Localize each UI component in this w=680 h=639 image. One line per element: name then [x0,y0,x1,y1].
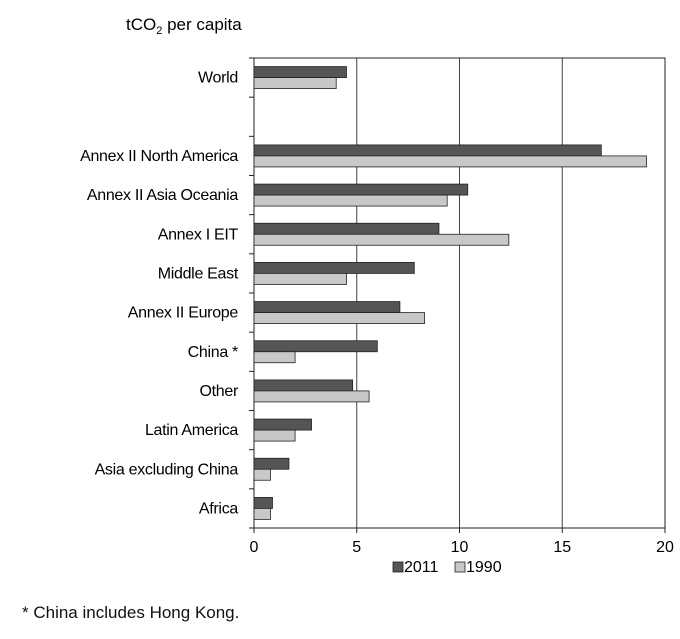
bar-1990-china- [253,351,296,364]
legend-label-1990: 1990 [466,559,502,576]
chart: tCO2 per capita World Annex II North Amer… [80,15,674,576]
chart-title-rest: per capita [162,15,242,34]
x-tick-label: 15 [553,539,571,556]
bar-2011-annex-i-eit [253,222,440,235]
bar-1990-latin-america [253,429,296,442]
bar-2011-latin-america [253,418,312,431]
bar-2011-annex-ii-europe [253,301,401,313]
bar-2011-world [253,66,347,78]
category-label: Annex II Asia Oceania [87,187,239,204]
category-label: Middle East [158,265,239,282]
category-label: Africa [199,500,239,517]
chart-title-main: tCO [126,15,156,34]
category-label: Other [199,383,238,400]
bar-2011-china- [253,340,378,353]
category-label: Asia excluding China [95,461,239,478]
category-label: Annex II Europe [128,305,239,322]
bar-1990-annex-i-eit [253,233,510,246]
legend-swatch-1990 [454,561,466,573]
bar-2011-asia-excluding-china [253,457,290,470]
bar-1990-annex-ii-europe [253,312,425,324]
chart-title-subscript: 2 [156,25,162,37]
bar-2011-africa [253,497,273,509]
bar-2011-annex-ii-north-america [253,144,602,157]
bar-1990-annex-ii-north-america [253,155,647,168]
footnote: * China includes Hong Kong. [22,603,240,622]
category-label: World [198,70,238,87]
category-label: Annex II North America [80,148,238,165]
bar-1990-other [253,390,370,403]
bar-1990-annex-ii-asia-oceania [253,194,448,207]
bar-1990-africa [253,508,271,520]
bar-2011-annex-ii-asia-oceania [253,183,469,196]
bar-2011-middle-east [253,262,415,274]
legend-label-2011: 2011 [404,559,439,576]
x-tick-label: 10 [451,539,469,556]
x-axis-ticks: 0 5 10 15 20 [250,528,674,556]
x-tick-label: 0 [250,539,259,556]
bar-1990-asia-excluding-china [253,468,271,481]
chart-title: tCO2 per capita [126,15,242,37]
legend: 2011 1990 [392,559,502,576]
category-labels: World Annex II North America Annex II Asia… [80,57,254,529]
grid-lines [356,58,563,528]
category-label: Latin America [145,422,238,439]
bar-1990-middle-east [253,273,347,285]
bars [253,66,647,520]
category-label: Annex I EIT [158,226,239,243]
bar-1990-world [253,77,337,89]
x-tick-label: 20 [656,539,674,556]
legend-swatch-2011 [392,561,404,573]
category-label: China * [188,344,238,361]
x-tick-label: 5 [352,539,361,556]
bar-2011-other [253,379,354,392]
